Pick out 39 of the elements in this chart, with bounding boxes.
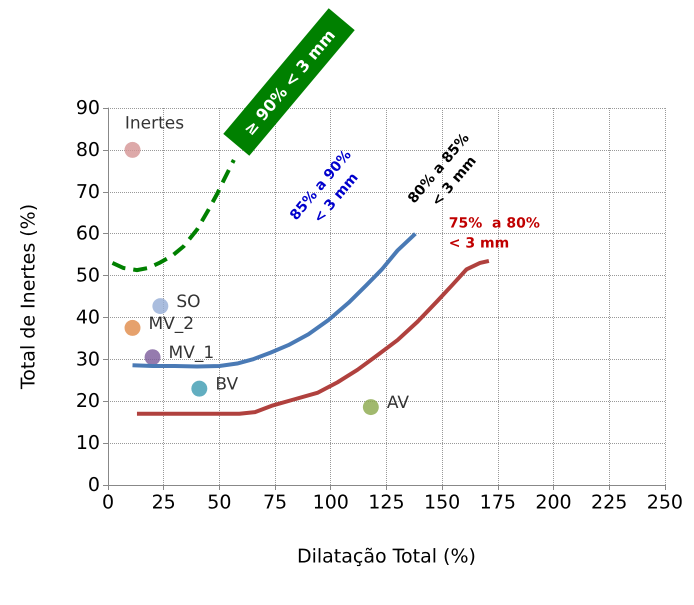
point xyxy=(124,320,140,336)
y-tick-label: 40 xyxy=(76,306,100,328)
x-tick-label: 100 xyxy=(312,492,349,514)
series-label: AV xyxy=(386,393,410,414)
y-axis-title: Total de Inertes (%) xyxy=(18,204,40,390)
x-tick-label: 175 xyxy=(480,492,516,514)
x-tick-label: 225 xyxy=(591,492,628,514)
y-tick-label: 50 xyxy=(76,264,100,287)
series-label: MV_2 xyxy=(148,314,194,334)
series-label: MV_1 xyxy=(168,343,214,364)
x-tick-label: 25 xyxy=(152,492,176,514)
y-tick-label: 60 xyxy=(76,222,100,245)
y-tick-label: 10 xyxy=(76,432,100,454)
series-label: SO xyxy=(176,292,201,312)
y-tick-label: 70 xyxy=(76,180,100,203)
series-label: Inertes xyxy=(124,113,184,134)
x-tick-label: 150 xyxy=(424,492,460,514)
point xyxy=(152,298,168,314)
y-tick-label: 20 xyxy=(76,390,100,412)
y-tick-label: 80 xyxy=(76,138,100,161)
x-tick-label: 250 xyxy=(646,492,683,514)
point xyxy=(362,399,379,416)
x-tick-label: 50 xyxy=(207,492,232,514)
x-tick-label: 200 xyxy=(535,492,572,514)
annotation: 75% a 80% < 3 mm xyxy=(448,216,540,252)
point xyxy=(124,142,140,158)
x-tick-label: 75 xyxy=(262,492,288,514)
line-series xyxy=(134,258,491,416)
point xyxy=(191,380,208,397)
series-label: BV xyxy=(215,374,238,395)
x-tick-label: 0 xyxy=(102,492,114,514)
line-series xyxy=(130,232,418,368)
y-tick-label: 30 xyxy=(76,348,100,370)
x-tick-label: 125 xyxy=(368,492,405,514)
x-axis-title: Dilatação Total (%) xyxy=(296,546,476,568)
y-tick-label: 90 xyxy=(76,97,100,119)
point xyxy=(144,349,161,366)
y-tick-label: 0 xyxy=(88,474,100,496)
line-series xyxy=(110,158,236,272)
